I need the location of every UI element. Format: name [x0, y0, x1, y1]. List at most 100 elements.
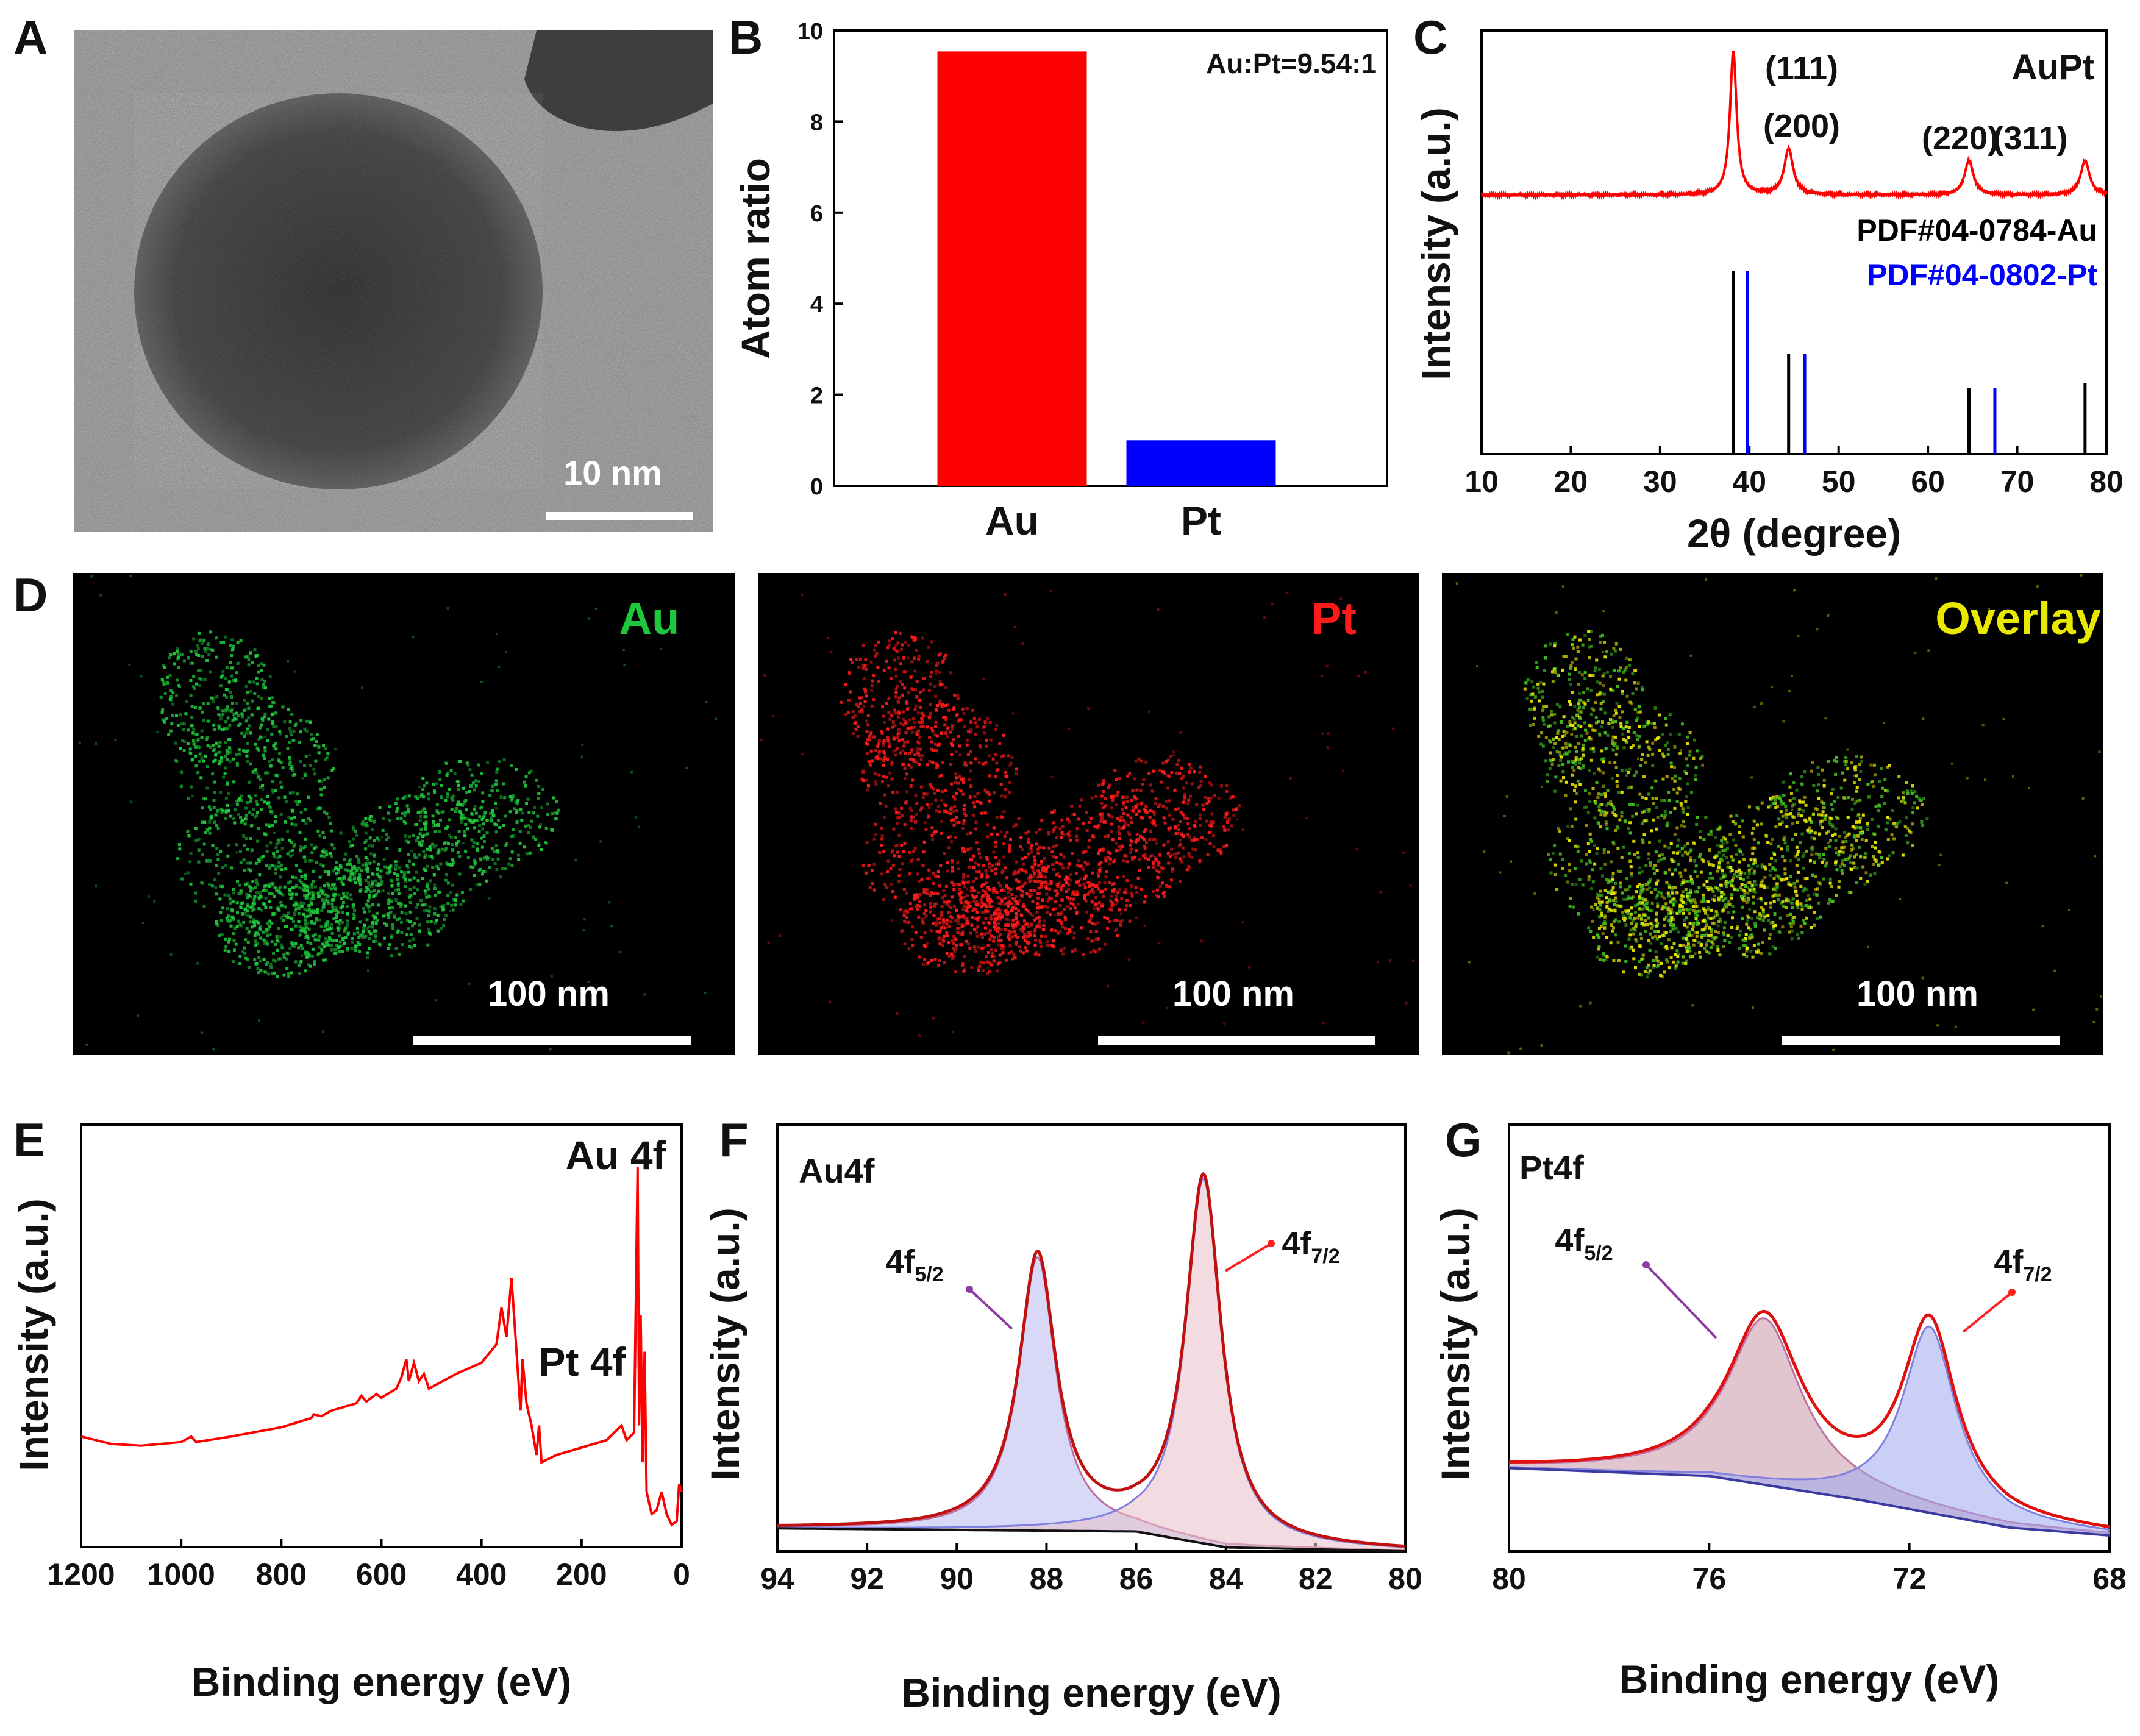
eds-pixel [960, 891, 963, 894]
eds-pixel [268, 919, 272, 923]
eds-pixel [544, 842, 548, 845]
eds-noise-pixel [599, 840, 602, 843]
eds-pixel [988, 970, 992, 973]
eds-pixel [1608, 761, 1612, 764]
eds-pixel [265, 928, 269, 931]
eds-pixel [396, 888, 400, 892]
eds-pixel [1694, 911, 1697, 915]
eds-noise-pixel [630, 770, 633, 774]
eds-pixel [304, 774, 307, 777]
eds-pixel [1078, 804, 1082, 808]
eds-pixel [1209, 796, 1213, 800]
eds-pixel [1529, 693, 1533, 697]
eds-pixel [366, 824, 369, 828]
eds-pixel [1524, 681, 1528, 685]
eds-pixel [903, 686, 907, 690]
eds-pixel [210, 884, 214, 888]
eds-pixel [1130, 847, 1133, 851]
eds-pixel [337, 868, 340, 871]
eds-pixel [909, 859, 913, 863]
eds-noise-pixel [1271, 603, 1274, 606]
eds-pixel [1554, 671, 1557, 674]
eds-pixel [201, 820, 204, 824]
eds-pixel [460, 817, 463, 821]
eds-pixel [863, 691, 867, 694]
eds-noise-pixel [1391, 727, 1394, 730]
eds-pixel [511, 828, 515, 831]
eds-pixel [986, 951, 990, 955]
eds-pixel [361, 863, 365, 867]
eds-pixel [1059, 888, 1063, 892]
eds-pixel [1556, 673, 1560, 677]
xrd-peak-label-2: (220) [1922, 120, 1999, 157]
eds-pixel [293, 816, 296, 819]
eds-pixel [1165, 806, 1168, 810]
xrd-xtick-label-4: 50 [1822, 464, 1856, 499]
eds-pixel [194, 733, 198, 736]
eds-pixel [1149, 809, 1152, 813]
eds-pixel [866, 784, 870, 788]
eds-pixel [1071, 852, 1074, 855]
eds-pixel [884, 755, 888, 758]
eds-pixel [279, 780, 283, 784]
eds-pixel [433, 883, 437, 887]
eds-pixel [983, 788, 987, 792]
eds-pixel [935, 921, 938, 925]
eds-pixel [221, 809, 225, 813]
eds-pixel [277, 908, 280, 911]
eds-pixel [1113, 858, 1117, 862]
eds-pixel [921, 688, 925, 692]
eds-pixel [1060, 818, 1064, 822]
eds-pixel [372, 930, 376, 933]
eds-pixel [950, 952, 954, 956]
eds-pixel [297, 920, 301, 923]
eds-pixel [202, 797, 205, 800]
eds-pixel [235, 702, 238, 705]
eds-pixel [429, 848, 433, 852]
eds-pixel [883, 756, 886, 760]
eds-noise-pixel [1082, 850, 1085, 853]
eds-pixel [227, 914, 230, 917]
eds-pixel [549, 828, 553, 831]
eds-pixel [215, 920, 218, 923]
eds-pixel [278, 730, 282, 733]
eds-pixel [369, 890, 373, 894]
eds-pixel [900, 647, 903, 651]
eds-pixel [870, 869, 874, 872]
eds-pixel [452, 794, 455, 798]
eds-pixel [1574, 657, 1578, 661]
eds-noise-pixel [293, 739, 296, 742]
eds-pixel [171, 691, 175, 695]
eds-pixel [1056, 872, 1060, 875]
eds-pixel [408, 920, 412, 924]
eds-pixel [244, 655, 248, 659]
eds-pixel [364, 856, 368, 859]
eds-pixel [1115, 849, 1118, 853]
eds-pixel [1015, 940, 1018, 944]
eds-pixel [253, 692, 257, 695]
eds-pixel [300, 887, 304, 891]
eds-pixel [264, 686, 267, 690]
eds-pixel [165, 717, 168, 720]
eds-pixel [1646, 753, 1650, 757]
eds-pixel [1588, 800, 1592, 803]
eds-pixel [985, 858, 989, 861]
eds-pixel [936, 704, 940, 707]
eds-pixel [1154, 824, 1157, 827]
eds-pixel [1568, 905, 1572, 908]
eds-pixel [508, 795, 512, 799]
eds-pixel [1039, 905, 1043, 908]
eds-pixel [1553, 642, 1557, 646]
eds-pixel [896, 732, 900, 736]
eds-pixel [288, 947, 292, 950]
eds-pixel [259, 855, 263, 859]
eds-pixel [985, 872, 989, 876]
xrd-peak-label-0: (111) [1765, 50, 1838, 87]
eds-pixel [1108, 852, 1112, 855]
eds-pixel [200, 678, 204, 681]
eds-pixel [1135, 833, 1139, 836]
eds-pixel [353, 877, 357, 880]
eds-pixel [216, 706, 220, 710]
eds-pixel [1050, 811, 1054, 814]
eds-pixel [1185, 868, 1189, 872]
